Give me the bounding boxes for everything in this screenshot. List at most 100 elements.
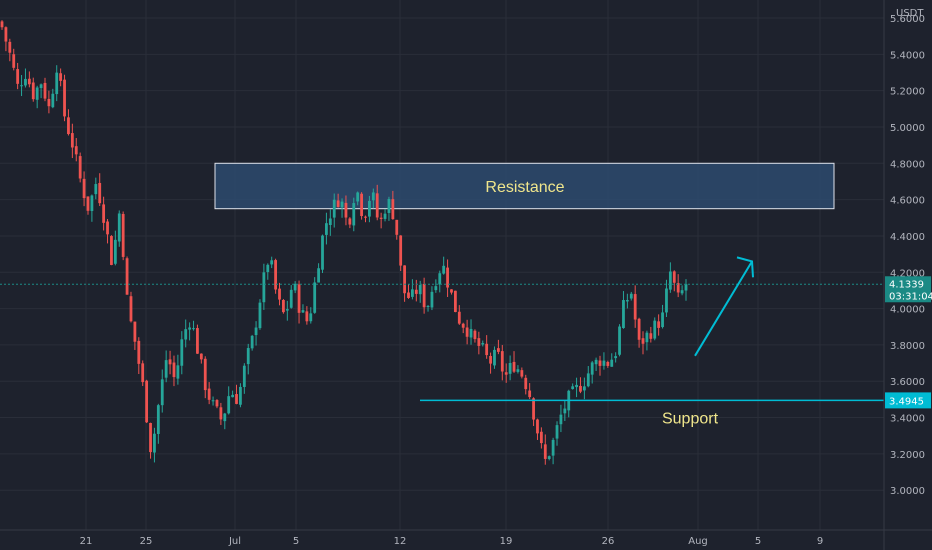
- candle-body: [344, 202, 348, 218]
- candle-body: [371, 192, 375, 201]
- candle-body: [602, 360, 606, 366]
- candle-body: [637, 318, 641, 340]
- candle-body: [317, 268, 320, 283]
- candle-body: [27, 78, 31, 85]
- candle-body: [192, 328, 195, 330]
- candle-body: [457, 311, 461, 324]
- candle-body: [512, 361, 516, 372]
- candle-body: [489, 355, 492, 364]
- candle-body: [618, 326, 621, 355]
- time-tick-label: Jul: [228, 536, 241, 547]
- candle-body: [24, 78, 27, 86]
- time-tick-label: 21: [80, 536, 93, 547]
- candle-body: [55, 72, 59, 95]
- candle-body: [59, 73, 63, 81]
- candle-body: [239, 386, 242, 405]
- time-tick-label: 5: [755, 536, 761, 547]
- candle-body: [582, 386, 586, 391]
- candle-body: [289, 289, 293, 308]
- candle-body: [266, 264, 270, 273]
- candle-body: [285, 309, 289, 311]
- time-tick-label: 25: [140, 536, 153, 547]
- candle-body: [579, 385, 582, 392]
- candle-body: [645, 332, 649, 343]
- current-price-value: 4.1339: [889, 279, 924, 290]
- price-axis[interactable]: USDT 5.6000 5.4000 5.2000 5.0000 4.8000 4.600…: [883, 0, 925, 550]
- candle-body: [199, 353, 203, 360]
- candle-body: [633, 294, 637, 320]
- price-tick-label: 4.2000: [890, 268, 925, 279]
- candle-body: [172, 362, 176, 378]
- candle-body: [614, 356, 618, 359]
- candle-body: [590, 362, 594, 375]
- candle-body: [47, 98, 51, 107]
- candle-body: [106, 221, 109, 235]
- projection-arrow[interactable]: [694, 256, 754, 357]
- candle-body: [8, 41, 12, 53]
- candle-body: [649, 333, 653, 339]
- price-tick-label: 3.2000: [890, 450, 925, 461]
- candle-body: [598, 360, 602, 366]
- candle-body: [137, 340, 141, 364]
- price-tick-label: 5.4000: [890, 50, 925, 61]
- candle-countdown: 03:31:04: [889, 291, 932, 302]
- candle-body: [102, 204, 106, 223]
- candle-body: [477, 338, 481, 346]
- candle-body: [547, 456, 551, 459]
- resistance-zone[interactable]: Resistance: [214, 162, 835, 210]
- candle-body: [629, 293, 633, 299]
- candle-body: [399, 235, 403, 266]
- candle-body: [407, 292, 410, 298]
- candle-body: [301, 310, 305, 313]
- candle-body: [473, 330, 477, 340]
- candle-body: [242, 365, 246, 387]
- time-axis[interactable]: 21 25 Jul 5 12 19 26 Aug 5 9: [0, 529, 932, 547]
- time-tick-label: 12: [394, 536, 407, 547]
- candle-body: [227, 396, 231, 414]
- candle-body: [625, 300, 629, 302]
- candle-body: [156, 405, 160, 434]
- price-tick-label: 5.2000: [890, 87, 925, 98]
- candle-body: [129, 296, 133, 322]
- candle-body: [336, 200, 340, 207]
- candle-body: [641, 338, 645, 344]
- candle-body: [559, 414, 563, 425]
- candle-body: [543, 444, 547, 459]
- candle-body: [453, 290, 457, 312]
- candle-body: [211, 400, 215, 402]
- candle-body: [82, 178, 86, 199]
- candle-body: [207, 388, 211, 400]
- candle-body: [4, 27, 8, 42]
- candle-body: [387, 198, 391, 213]
- candle-body: [305, 311, 309, 322]
- price-tick-label: 3.6000: [890, 377, 925, 388]
- candle-body: [403, 265, 406, 294]
- candle-body: [98, 182, 102, 204]
- candle-body: [309, 313, 313, 322]
- candle-body: [332, 199, 336, 218]
- candle-body: [250, 335, 254, 349]
- candle-body: [313, 282, 317, 313]
- time-tick-label: Aug: [688, 536, 708, 547]
- candle-body: [270, 260, 274, 265]
- candle-body: [223, 413, 227, 422]
- candle-body: [555, 425, 559, 439]
- candle-body: [395, 219, 399, 235]
- candle-body: [219, 407, 223, 420]
- candle-body: [274, 260, 277, 290]
- candle-body: [262, 272, 266, 303]
- candle-body: [141, 363, 145, 383]
- price-tick-label: 5.6000: [890, 14, 925, 25]
- candle-body: [215, 400, 219, 407]
- candle-body: [121, 213, 125, 257]
- candle-body: [184, 329, 188, 340]
- candle-body: [39, 84, 43, 89]
- candle-body: [422, 283, 426, 308]
- candle-body: [414, 289, 418, 294]
- resistance-label: Resistance: [485, 179, 564, 196]
- candle-body: [35, 87, 39, 100]
- resistance-box[interactable]: [214, 162, 835, 210]
- candle-body: [661, 312, 664, 328]
